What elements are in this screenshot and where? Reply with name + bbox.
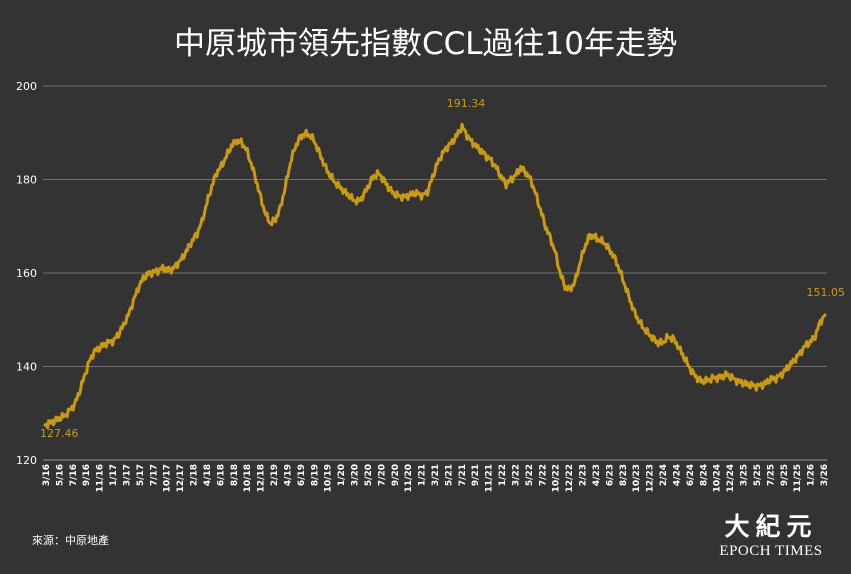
x-tick-label: 10/22 xyxy=(552,464,562,492)
x-tick-label: 1/20 xyxy=(337,464,347,486)
x-tick-label: 3/25 xyxy=(740,464,750,486)
x-tick-label: 12/22 xyxy=(565,464,575,492)
x-tick-label: 1/26 xyxy=(807,464,817,486)
x-tick-label: 2/18 xyxy=(190,464,200,486)
epoch-times-logo: 大紀元 EPOCH TIMES xyxy=(712,512,830,568)
x-tick-label: 9/21 xyxy=(471,464,481,486)
x-tick-label: 6/24 xyxy=(686,464,696,486)
data-annotations: 127.46 191.34 151.05 xyxy=(40,97,845,440)
gridlines xyxy=(43,85,827,461)
x-tick-label: 12/17 xyxy=(176,464,186,492)
x-tick-label: 2/19 xyxy=(270,464,280,486)
y-tick-label: 140 xyxy=(16,361,37,374)
x-tick-label: 5/16 xyxy=(55,464,65,486)
x-tick-label: 10/24 xyxy=(713,464,723,492)
x-tick-label: 1/21 xyxy=(418,464,428,486)
x-tick-label: 5/22 xyxy=(525,464,535,486)
y-tick-label: 200 xyxy=(16,80,37,93)
x-tick-label: 8/18 xyxy=(230,464,240,486)
x-tick-label: 5/25 xyxy=(753,464,763,486)
logo-cjk-text: 大紀元 xyxy=(724,512,818,541)
x-tick-label: 7/21 xyxy=(458,464,468,486)
y-axis-ticks: 120 140 160 180 200 xyxy=(16,80,37,467)
x-tick-label: 11/21 xyxy=(485,464,495,492)
x-tick-label: 6/23 xyxy=(605,464,615,486)
x-tick-label: 7/16 xyxy=(69,464,79,486)
x-tick-label: 11/20 xyxy=(404,464,414,492)
x-tick-label: 10/23 xyxy=(632,464,642,492)
x-tick-label: 3/17 xyxy=(122,464,132,486)
x-tick-label: 12/18 xyxy=(257,464,267,492)
source-note: 來源：中原地產 xyxy=(32,534,109,547)
x-tick-label: 10/18 xyxy=(243,464,253,492)
x-tick-label: 6/19 xyxy=(297,464,307,486)
x-tick-label: 3/20 xyxy=(351,464,361,486)
x-tick-label: 6/18 xyxy=(216,464,226,486)
x-tick-label: 11/16 xyxy=(96,464,106,492)
y-tick-label: 120 xyxy=(16,454,37,467)
x-tick-label: 4/23 xyxy=(592,464,602,486)
x-tick-label: 3/22 xyxy=(511,464,521,486)
x-tick-label: 3/26 xyxy=(820,464,830,486)
x-tick-label: 11/25 xyxy=(793,464,803,492)
y-tick-label: 180 xyxy=(16,174,37,187)
x-tick-label: 5/20 xyxy=(364,464,374,486)
x-tick-label: 9/25 xyxy=(780,464,790,486)
x-tick-label: 4/19 xyxy=(283,464,293,486)
chart-title: 中原城市領先指數CCL過往10年走勢 xyxy=(173,26,677,62)
x-tick-label: 4/18 xyxy=(203,464,213,486)
x-tick-label: 12/24 xyxy=(726,464,736,492)
logo-en-text: EPOCH TIMES xyxy=(719,543,823,559)
x-tick-label: 1/22 xyxy=(498,464,508,486)
y-tick-label: 160 xyxy=(16,267,37,280)
x-tick-label: 7/17 xyxy=(149,464,159,486)
x-tick-label: 3/21 xyxy=(431,464,441,486)
x-tick-label: 5/21 xyxy=(444,464,454,486)
data-label-151.05: 151.05 xyxy=(807,286,846,299)
x-tick-label: 7/20 xyxy=(377,464,387,486)
x-tick-label: 10/19 xyxy=(324,464,334,492)
x-tick-label: 1/17 xyxy=(109,464,119,486)
x-tick-label: 2/23 xyxy=(579,464,589,486)
x-tick-label: 9/16 xyxy=(82,464,92,486)
x-tick-label: 4/24 xyxy=(672,464,682,486)
x-tick-label: 7/25 xyxy=(766,464,776,486)
x-axis-ticks: 3/16 5/16 7/16 9/16 11/16 1/17 3/17 5/17 7/17 10/… xyxy=(42,464,830,492)
x-tick-label: 7/22 xyxy=(538,464,548,486)
x-tick-label: 9/20 xyxy=(391,464,401,486)
data-label-191.34: 191.34 xyxy=(447,97,486,110)
x-tick-label: 8/19 xyxy=(310,464,320,486)
x-tick-label: 12/23 xyxy=(646,464,656,492)
x-tick-label: 8/24 xyxy=(699,464,709,486)
x-tick-label: 3/16 xyxy=(42,464,52,486)
x-tick-label: 10/17 xyxy=(163,464,173,492)
x-tick-label: 8/23 xyxy=(619,464,629,486)
x-tick-label: 2/24 xyxy=(659,464,669,486)
series-line-ccl xyxy=(43,122,827,430)
data-label-127.46: 127.46 xyxy=(40,427,79,440)
x-tick-label: 5/17 xyxy=(136,464,146,486)
